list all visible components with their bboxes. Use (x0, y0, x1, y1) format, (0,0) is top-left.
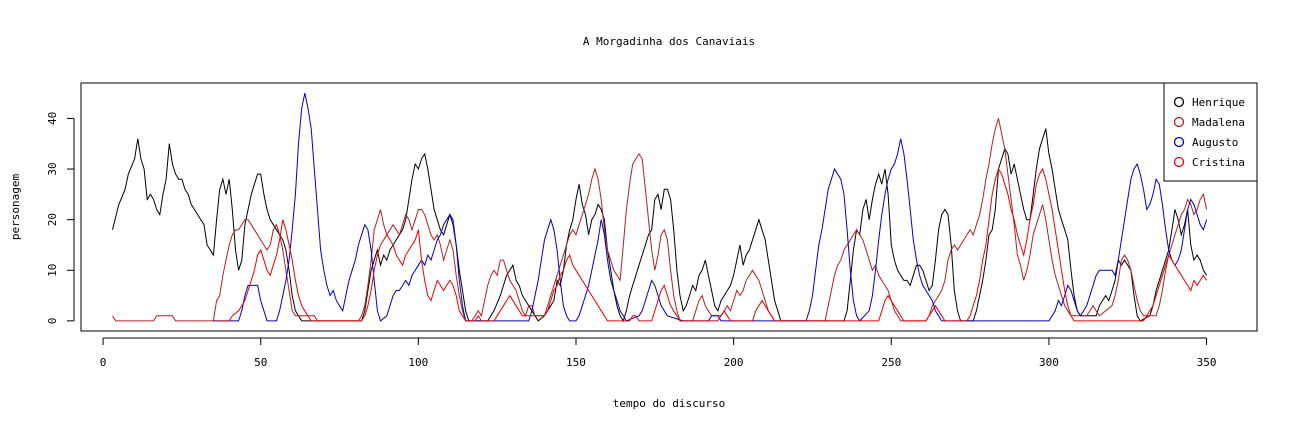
x-axis: 0 50 100 150 200 250 300 350 (100, 337, 1217, 369)
x-tick-label: 50 (254, 356, 267, 369)
legend-box (1163, 82, 1258, 182)
series-line-augusto (213, 92, 1208, 322)
chart-title: A Morgadinha dos Canaviais (583, 35, 755, 48)
x-tick-label: 0 (100, 356, 107, 369)
legend-label: Augusto (1192, 136, 1238, 149)
legend-label: Madalena (1192, 116, 1245, 129)
series-line-cristina (216, 167, 1208, 322)
legend-marker-icon (1173, 156, 1185, 168)
x-tick-label: 350 (1197, 356, 1217, 369)
series-line-henrique (112, 128, 1208, 323)
legend-label: Cristina (1192, 156, 1245, 169)
y-tick-label: 20 (46, 213, 59, 226)
legend: Henrique Madalena Augusto Cristina (1163, 82, 1258, 182)
series-layer (112, 92, 1208, 323)
y-axis: 0 10 20 30 40 (46, 112, 75, 325)
x-tick-label: 250 (881, 356, 901, 369)
y-axis-label: personagem (9, 174, 22, 241)
y-tick-label: 10 (46, 264, 59, 277)
x-tick-label: 200 (724, 356, 744, 369)
y-tick-label: 30 (46, 162, 59, 175)
y-tick-label: 0 (46, 318, 59, 325)
legend-marker-icon (1173, 116, 1185, 128)
x-tick-label: 100 (408, 356, 428, 369)
plot-frame (80, 82, 1258, 332)
x-axis-label: tempo do discurso (613, 397, 726, 410)
legend-label: Henrique (1192, 96, 1245, 109)
x-tick-label: 150 (566, 356, 586, 369)
x-tick-label: 300 (1039, 356, 1059, 369)
series-line-madalena (112, 118, 1208, 322)
legend-marker-icon (1173, 96, 1185, 108)
y-tick-label: 40 (46, 112, 59, 125)
legend-marker-icon (1173, 136, 1185, 148)
